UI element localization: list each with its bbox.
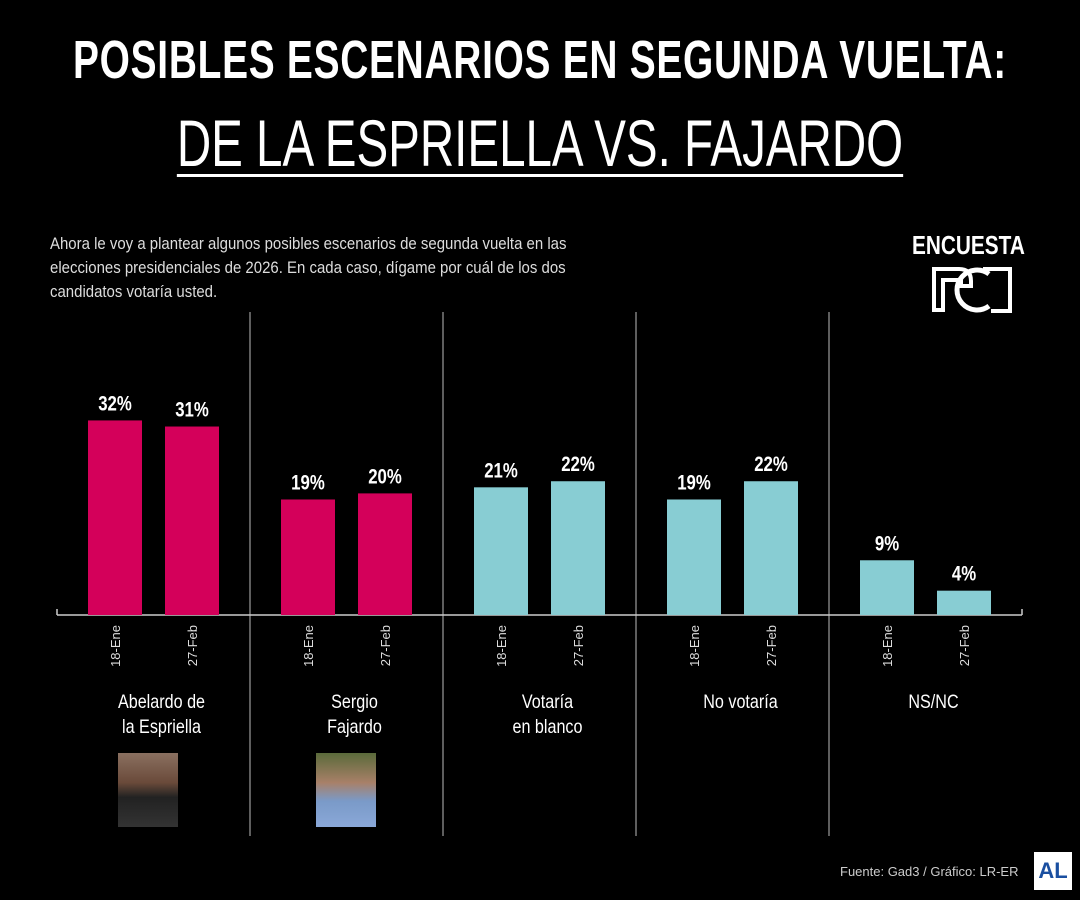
data-label: 22% [561, 454, 595, 477]
group-label: Sergio [331, 691, 378, 713]
title-line-2-text: DE LA ESPRIELLA VS. FAJARDO [176, 106, 904, 180]
data-label: 32% [98, 393, 132, 416]
encuesta-label: ENCUESTA [912, 230, 1025, 260]
source-note: Fuente: Gad3 / Gráfico: LR-ER [840, 864, 1019, 879]
x-tick-label: 27-Feb [185, 625, 200, 666]
data-label: 22% [754, 454, 788, 477]
data-label: 20% [368, 466, 402, 489]
group-label: Votaría [522, 691, 573, 713]
group-label: en blanco [512, 716, 582, 738]
bar [165, 426, 219, 615]
group-label: Abelardo de [118, 691, 205, 713]
bar [667, 499, 721, 615]
bar [358, 493, 412, 615]
rcn-logo [932, 267, 1012, 313]
bar [744, 481, 798, 615]
x-tick-label: 27-Feb [378, 625, 393, 666]
data-label: 21% [484, 460, 518, 483]
title-line-1: POSIBLES ESCENARIOS EN SEGUNDA VUELTA: [73, 30, 1007, 90]
title-line-2: DE LA ESPRIELLA VS. FAJARDO [177, 105, 903, 181]
group-label: No votaría [703, 691, 778, 713]
data-label: 4% [952, 563, 976, 586]
group-label: NS/NC [908, 691, 958, 713]
data-label: 31% [175, 399, 209, 422]
x-tick-label: 18-Ene [108, 625, 123, 667]
x-tick-label: 18-Ene [494, 625, 509, 667]
data-label: 9% [875, 533, 899, 556]
x-tick-label: 18-Ene [687, 625, 702, 667]
data-label: 19% [291, 472, 325, 495]
bar [474, 487, 528, 615]
bar [860, 560, 914, 615]
group-label: Fajardo [327, 716, 382, 738]
data-label: 19% [677, 472, 711, 495]
x-tick-label: 18-Ene [301, 625, 316, 667]
group-label: la Espriella [122, 716, 201, 738]
bar [937, 590, 991, 615]
bar [281, 499, 335, 615]
bar [551, 481, 605, 615]
x-tick-label: 27-Feb [764, 625, 779, 666]
x-tick-label: 27-Feb [957, 625, 972, 666]
al-logo: AL [1034, 852, 1072, 890]
x-tick-label: 18-Ene [880, 625, 895, 667]
bar [88, 420, 142, 615]
survey-question: Ahora le voy a plantear algunos posibles… [50, 234, 567, 301]
x-tick-label: 27-Feb [571, 625, 586, 666]
candidate-photo-fajardo [316, 753, 376, 827]
candidate-photo-de-la-espriella [118, 753, 178, 827]
